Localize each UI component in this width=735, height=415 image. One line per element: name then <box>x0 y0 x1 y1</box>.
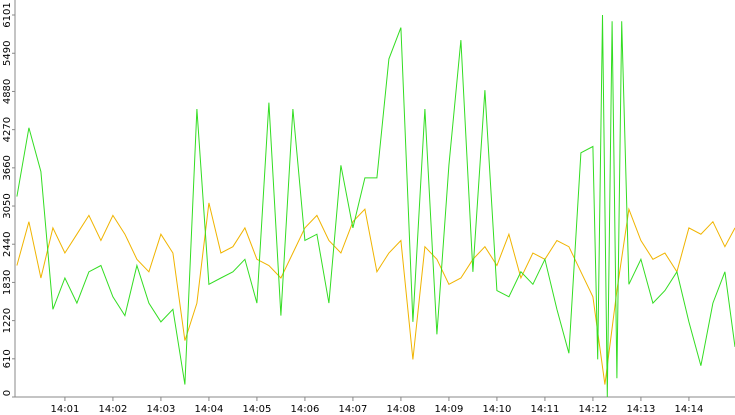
x-tick-label: 14:12 <box>579 404 608 415</box>
y-tick-label: 610 <box>2 349 13 368</box>
x-tick-label: 14:11 <box>531 404 560 415</box>
y-tick-label: 4270 <box>2 117 13 142</box>
y-tick-label: 5490 <box>2 41 13 66</box>
y-tick-label: 3660 <box>2 155 13 180</box>
x-tick-label: 14:14 <box>675 404 704 415</box>
x-tick-label: 14:06 <box>291 404 320 415</box>
y-tick-label: 0 <box>2 390 13 396</box>
x-tick-label: 14:10 <box>483 404 512 415</box>
x-tick-label: 14:02 <box>99 404 128 415</box>
x-tick-label: 14:07 <box>339 404 368 415</box>
y-tick-label: 3050 <box>2 193 13 218</box>
y-tick-label: 6101 <box>2 2 13 27</box>
y-tick-label: 2440 <box>2 231 13 256</box>
y-tick-label: 1220 <box>2 308 13 333</box>
x-tick-label: 14:04 <box>195 404 224 415</box>
x-tick-label: 14:03 <box>147 404 176 415</box>
x-tick-label: 14:08 <box>387 404 416 415</box>
y-tick-label: 4880 <box>2 79 13 104</box>
data-line <box>16 14 735 398</box>
y-tick-label: 1830 <box>2 270 13 295</box>
x-tick-label: 14:13 <box>627 404 656 415</box>
data-line <box>16 202 735 385</box>
x-tick-label: 14:09 <box>435 404 464 415</box>
x-tick-label: 14:05 <box>243 404 272 415</box>
x-tick-label: 14:01 <box>51 404 80 415</box>
